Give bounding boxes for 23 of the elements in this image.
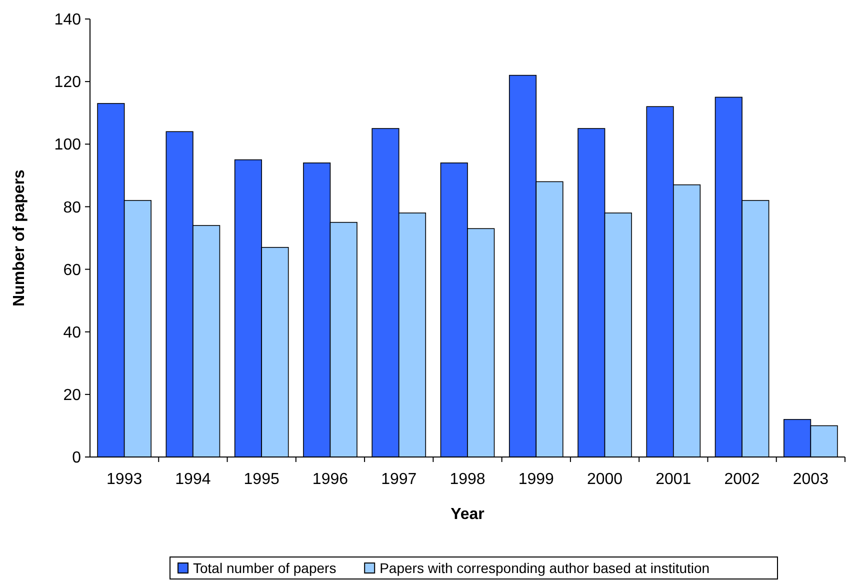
x-axis-title: Year (450, 506, 484, 523)
legend-label: Total number of papers (193, 560, 336, 576)
y-tick-label: 120 (54, 74, 82, 92)
y-tick-label: 40 (63, 324, 82, 342)
x-tick-label: 1996 (312, 471, 348, 488)
x-tick-label: 1995 (244, 471, 280, 488)
y-tick-label: 0 (72, 450, 82, 467)
y-tick-label: 140 (54, 12, 82, 29)
x-tick-label: 2003 (792, 471, 829, 488)
x-tick-label: 1999 (518, 471, 554, 488)
x-tick-label: 2001 (656, 471, 692, 488)
y-tick-label: 100 (54, 136, 82, 154)
x-tick-label: 1994 (175, 471, 211, 488)
y-tick-label: 80 (63, 199, 82, 216)
legend-label: Papers with corresponding author based at institution (380, 560, 710, 576)
x-tick-label: 2000 (586, 471, 623, 488)
x-tick-label: 1997 (381, 471, 417, 488)
x-tick-label: 2002 (724, 471, 760, 488)
y-tick-label: 20 (63, 387, 82, 404)
y-tick-label: 60 (63, 262, 82, 279)
x-tick-label: 1998 (450, 471, 486, 488)
y-axis-title: Number of papers (11, 169, 28, 306)
x-tick-label: 1993 (106, 471, 142, 488)
